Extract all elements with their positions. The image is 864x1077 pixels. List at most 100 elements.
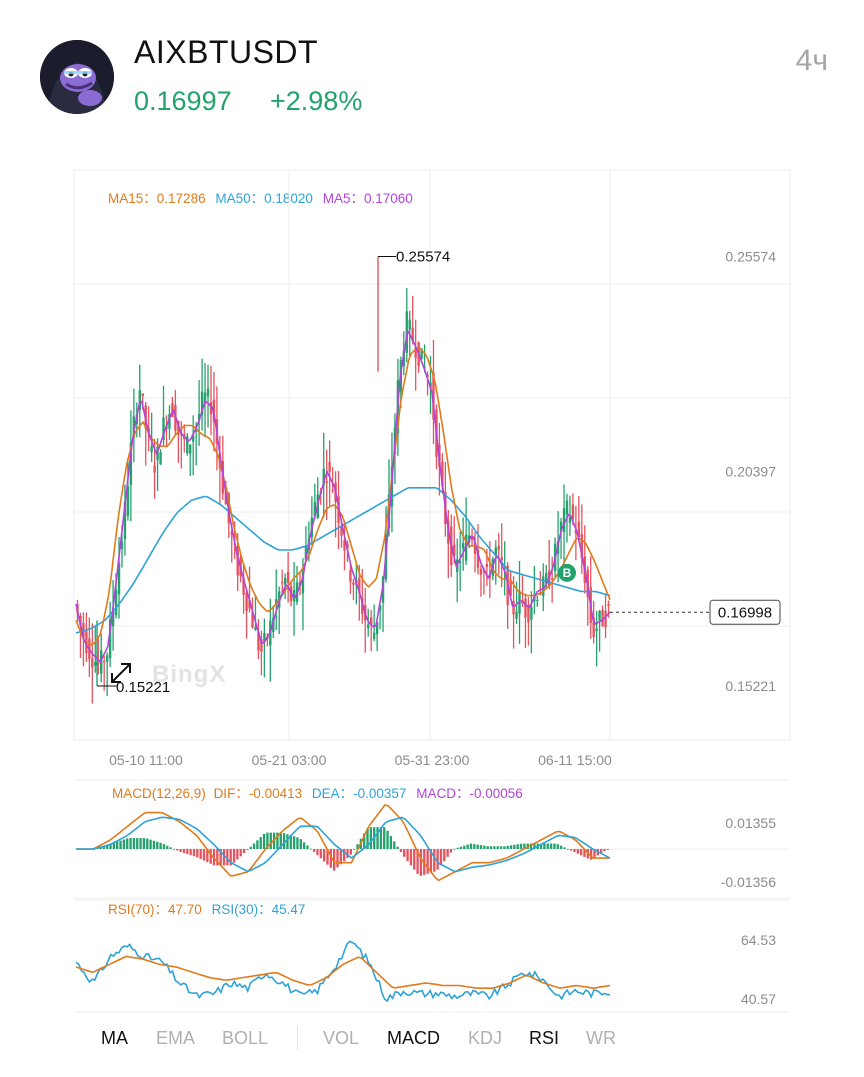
candle-body bbox=[286, 571, 290, 583]
macd-hist-bar bbox=[363, 833, 366, 849]
token-avatar[interactable] bbox=[40, 40, 114, 114]
candle-body bbox=[162, 417, 165, 440]
candle-body bbox=[568, 517, 572, 524]
macd-hist-bar bbox=[192, 849, 196, 857]
bingx-watermark: BingX bbox=[152, 661, 226, 688]
macd-hist-bar bbox=[226, 849, 229, 866]
macd-hist-bar bbox=[533, 843, 536, 849]
last-price: 0.16997 bbox=[134, 86, 232, 116]
macd-hist-bar bbox=[523, 843, 526, 849]
tab-rsi[interactable]: RSI bbox=[529, 1028, 560, 1048]
candle-body bbox=[159, 452, 162, 465]
macd-histogram bbox=[76, 827, 609, 876]
macd-hist-bar bbox=[459, 846, 463, 849]
candle-body bbox=[275, 599, 278, 604]
candle-body bbox=[509, 580, 512, 597]
chart-area[interactable]: MA15：0.17286 MA50：0.18020 MA5：0.17060 0.… bbox=[0, 160, 864, 1020]
tab-vol[interactable]: VOL bbox=[323, 1028, 360, 1048]
macd-hist-bar bbox=[299, 839, 302, 849]
timeframe-selector[interactable]: 4ч bbox=[795, 44, 828, 77]
macd-hist-bar bbox=[332, 849, 336, 871]
macd-hist-bar bbox=[182, 849, 186, 854]
tab-divider bbox=[297, 1026, 298, 1050]
candle-body bbox=[411, 327, 414, 342]
macd-hist-bar bbox=[446, 849, 449, 857]
ma50-line bbox=[75, 487, 611, 634]
macd-hist-bar bbox=[322, 849, 326, 862]
macd-hist-bar bbox=[569, 849, 573, 851]
tab-ema[interactable]: EMA bbox=[156, 1028, 196, 1048]
macd-hist-bar bbox=[513, 844, 516, 849]
macd-hist-bar bbox=[473, 844, 476, 849]
macd-hist-bar bbox=[339, 849, 342, 865]
candle-body bbox=[408, 319, 411, 330]
price-axis-ticks: 0.25574 0.20397 0.15221 bbox=[725, 249, 776, 694]
candle-body bbox=[604, 611, 607, 628]
buy-marker[interactable]: B bbox=[558, 563, 576, 582]
tab-macd[interactable]: MACD bbox=[387, 1028, 440, 1048]
candle-body bbox=[482, 570, 486, 573]
macd-hist-bar bbox=[326, 849, 329, 865]
candle-body bbox=[129, 442, 133, 486]
candle-body bbox=[607, 604, 610, 606]
macd-hist-bar bbox=[399, 849, 403, 853]
candle-body bbox=[200, 391, 204, 415]
macd-hist-bar bbox=[433, 849, 436, 872]
candle-body bbox=[414, 347, 417, 359]
tab-wr[interactable]: WR bbox=[586, 1028, 616, 1048]
macd-dif-line bbox=[76, 803, 610, 882]
chart-svg[interactable]: MA15：0.17286 MA50：0.18020 MA5：0.17060 0.… bbox=[0, 160, 864, 1020]
macd-hist-bar bbox=[162, 844, 166, 849]
high-price-marker: 0.25574 bbox=[378, 249, 450, 266]
candle-body bbox=[114, 590, 118, 616]
pepe-hoodie-icon bbox=[40, 40, 114, 114]
tab-kdj[interactable]: KDJ bbox=[468, 1028, 503, 1048]
macd-hist-bar bbox=[389, 836, 393, 849]
price-grid bbox=[73, 169, 791, 741]
candle-body bbox=[479, 568, 483, 575]
candle-body bbox=[141, 393, 144, 397]
candle-body bbox=[111, 608, 115, 627]
price-tick-label: 0.25574 bbox=[725, 249, 776, 265]
macd-hist-bar bbox=[176, 849, 179, 851]
candle-body bbox=[206, 388, 210, 397]
macd-hist-bar bbox=[439, 849, 443, 866]
candle-body bbox=[453, 544, 456, 556]
ma5-line bbox=[75, 328, 611, 664]
candle-body bbox=[150, 446, 153, 453]
macd-hist-bar bbox=[216, 849, 219, 866]
candle-body bbox=[340, 526, 343, 536]
macd-hist-bar bbox=[312, 849, 316, 852]
candle-body bbox=[432, 372, 435, 420]
macd-hist-bar bbox=[132, 838, 136, 849]
macd-hist-bar bbox=[316, 849, 319, 856]
candle-body bbox=[322, 468, 325, 486]
macd-hist-bar bbox=[516, 844, 519, 849]
macd-hist-bar bbox=[416, 849, 419, 874]
candle-body bbox=[245, 592, 248, 611]
macd-hist-bar bbox=[506, 845, 509, 849]
macd-hist-bar bbox=[566, 848, 569, 850]
current-price-tag[interactable]: 0.16998 bbox=[709, 599, 781, 625]
candle-body bbox=[209, 402, 213, 415]
macd-hist-bar bbox=[503, 846, 506, 849]
macd-hist-bar bbox=[599, 849, 603, 854]
candle-body bbox=[236, 545, 239, 576]
candle-body bbox=[485, 563, 489, 568]
candle-body bbox=[153, 465, 156, 473]
macd-hist-bar bbox=[149, 839, 152, 849]
tab-boll[interactable]: BOLL bbox=[222, 1028, 269, 1048]
candle-body bbox=[461, 543, 465, 549]
candle-body bbox=[500, 557, 503, 561]
macd-hist-bar bbox=[99, 847, 102, 849]
candle-body bbox=[372, 632, 376, 639]
candle-body bbox=[470, 537, 474, 540]
rsi-tick-label: 64.53 bbox=[741, 932, 776, 948]
candle-body bbox=[108, 619, 112, 659]
expand-icon[interactable] bbox=[111, 663, 131, 683]
macd-hist-bar bbox=[156, 841, 159, 849]
candle-body bbox=[524, 598, 527, 618]
macd-hist-bar bbox=[256, 840, 259, 849]
tab-ma[interactable]: MA bbox=[101, 1028, 128, 1048]
ma15-line bbox=[75, 347, 611, 647]
